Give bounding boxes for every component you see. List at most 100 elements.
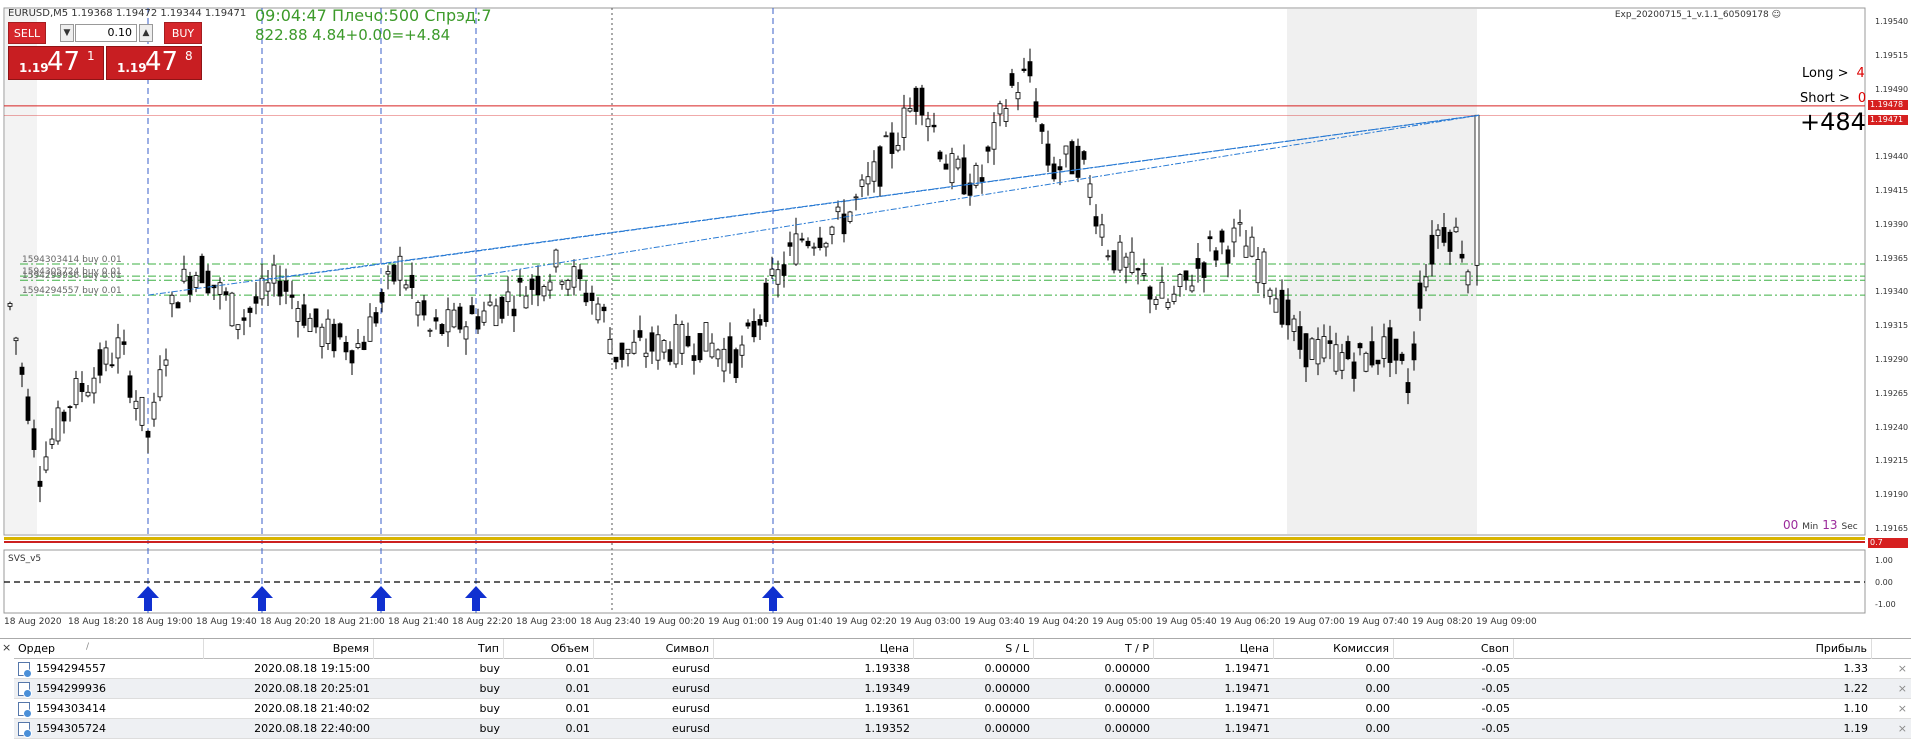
candle-body bbox=[91, 377, 97, 394]
candle-body bbox=[613, 356, 619, 363]
sell-price-main: 47 bbox=[47, 47, 81, 77]
column-header[interactable]: T / P bbox=[1034, 639, 1154, 659]
column-header[interactable]: S / L bbox=[914, 639, 1034, 659]
order-icon bbox=[18, 682, 32, 698]
close-order-icon[interactable]: × bbox=[1897, 702, 1907, 715]
info-balance-profit: 822.88 4.84+0.00=+4.84 bbox=[255, 26, 451, 44]
candle-body bbox=[979, 177, 985, 182]
candle-body bbox=[541, 286, 547, 297]
candle-body bbox=[505, 291, 511, 303]
column-header[interactable]: Объем bbox=[504, 639, 594, 659]
candle-body bbox=[451, 309, 457, 328]
candle-body bbox=[775, 269, 781, 285]
candle-body bbox=[967, 182, 973, 196]
column-header[interactable]: Цена bbox=[714, 639, 914, 659]
time-axis-label: 18 Aug 2020 bbox=[4, 617, 62, 627]
time-axis-label: 19 Aug 00:20 bbox=[644, 617, 705, 627]
column-header[interactable]: Символ bbox=[594, 639, 714, 659]
candle-body bbox=[343, 341, 349, 353]
buy-button[interactable]: BUY bbox=[164, 22, 202, 44]
candle-body bbox=[247, 307, 253, 313]
candle-body bbox=[1435, 229, 1441, 236]
candle-body bbox=[469, 305, 475, 315]
long-count: 4 bbox=[1856, 66, 1865, 81]
table-row[interactable]: 1594299936 2020.08.18 20:25:01 buy 0.01 euru… bbox=[14, 679, 1911, 699]
candle-body bbox=[1447, 231, 1453, 252]
order-level-label: 1594303414 buy 0.01 bbox=[22, 255, 122, 265]
candle-body bbox=[973, 164, 979, 186]
candle-body bbox=[1015, 92, 1021, 100]
table-row[interactable]: 1594303414 2020.08.18 21:40:02 buy 0.01 euru… bbox=[14, 699, 1911, 719]
candle-body bbox=[595, 303, 601, 321]
candle-body bbox=[1117, 241, 1123, 271]
lot-increase-button[interactable]: ▲ bbox=[139, 24, 153, 42]
table-cell: 0.00000 bbox=[1104, 682, 1151, 695]
lot-decrease-button[interactable]: ▼ bbox=[60, 24, 74, 42]
candle-body bbox=[841, 213, 847, 235]
timer-min-label: Min bbox=[1802, 522, 1819, 532]
column-header[interactable]: Комиссия bbox=[1274, 639, 1394, 659]
short-label: Short > bbox=[1800, 91, 1850, 106]
column-header[interactable]: Время bbox=[204, 639, 374, 659]
time-axis-label: 18 Aug 19:00 bbox=[132, 617, 193, 627]
candle-body bbox=[727, 336, 733, 364]
candle-body bbox=[1237, 222, 1243, 225]
candle-body bbox=[1201, 262, 1207, 278]
table-cell: -0.05 bbox=[1481, 722, 1510, 735]
buy-price-button[interactable]: 1.19 47 8 bbox=[106, 46, 202, 80]
table-row[interactable]: 1594294557 2020.08.18 19:15:00 buy 0.01 euru… bbox=[14, 659, 1911, 679]
candle-body bbox=[1129, 251, 1135, 273]
indicator-axis-label: -1.00 bbox=[1875, 600, 1896, 609]
sort-indicator-icon: / bbox=[86, 642, 90, 652]
candle-body bbox=[589, 292, 595, 301]
column-header[interactable]: Тип bbox=[374, 639, 504, 659]
column-header[interactable]: Ордер bbox=[18, 639, 204, 659]
candle-body bbox=[667, 349, 673, 362]
column-header[interactable]: Прибыль bbox=[1514, 639, 1872, 659]
candle-body bbox=[1273, 298, 1279, 313]
time-axis-label: 18 Aug 19:40 bbox=[196, 617, 257, 627]
candle-body bbox=[175, 302, 181, 309]
sell-button[interactable]: SELL bbox=[8, 22, 46, 44]
candle-body bbox=[679, 324, 685, 354]
candle-body bbox=[445, 309, 451, 333]
candle-body bbox=[295, 308, 301, 322]
candle-body bbox=[511, 308, 517, 317]
candle-body bbox=[1429, 234, 1435, 265]
time-axis-label: 18 Aug 21:40 bbox=[388, 617, 449, 627]
table-row[interactable]: 1594305724 2020.08.18 22:40:00 buy 0.01 euru… bbox=[14, 719, 1911, 739]
panel-close-icon[interactable]: × bbox=[2, 641, 12, 654]
candle-body bbox=[13, 337, 19, 342]
table-cell: 1.19471 bbox=[1224, 682, 1271, 695]
main-plot-frame bbox=[3, 7, 1866, 536]
lot-size-input[interactable]: 0.10 bbox=[75, 24, 137, 42]
table-cell: buy bbox=[479, 722, 500, 735]
candle-body bbox=[1309, 338, 1315, 360]
candle-body bbox=[565, 280, 571, 290]
sell-price-button[interactable]: 1.19 47 1 bbox=[8, 46, 104, 80]
candle-body bbox=[463, 326, 469, 340]
candle-body bbox=[1123, 256, 1129, 268]
signal-strip-red bbox=[4, 541, 1865, 543]
column-header[interactable]: Своп bbox=[1394, 639, 1514, 659]
candle-body bbox=[631, 341, 637, 354]
close-order-icon[interactable]: × bbox=[1897, 722, 1907, 735]
close-order-icon[interactable]: × bbox=[1897, 662, 1907, 675]
table-cell: 1.19471 bbox=[1224, 662, 1271, 675]
candle-body bbox=[937, 151, 943, 160]
candle-body bbox=[7, 303, 13, 307]
column-header[interactable]: Цена bbox=[1154, 639, 1274, 659]
candle-body bbox=[943, 163, 949, 170]
candle-body bbox=[259, 277, 265, 300]
info-time-leverage-spread: 09:04:47 Плечо:500 Спрэд:7 bbox=[255, 6, 492, 25]
candle-body bbox=[1243, 245, 1249, 258]
close-order-icon[interactable]: × bbox=[1897, 682, 1907, 695]
candle-body bbox=[1291, 318, 1297, 332]
price-chart[interactable]: 1594303414 buy 0.01 1594305724 buy 0.01 15… bbox=[0, 0, 1911, 637]
candle-body bbox=[1315, 339, 1321, 365]
candle-body bbox=[1177, 274, 1183, 287]
candle-body bbox=[1399, 353, 1405, 361]
candle-body bbox=[829, 226, 835, 235]
